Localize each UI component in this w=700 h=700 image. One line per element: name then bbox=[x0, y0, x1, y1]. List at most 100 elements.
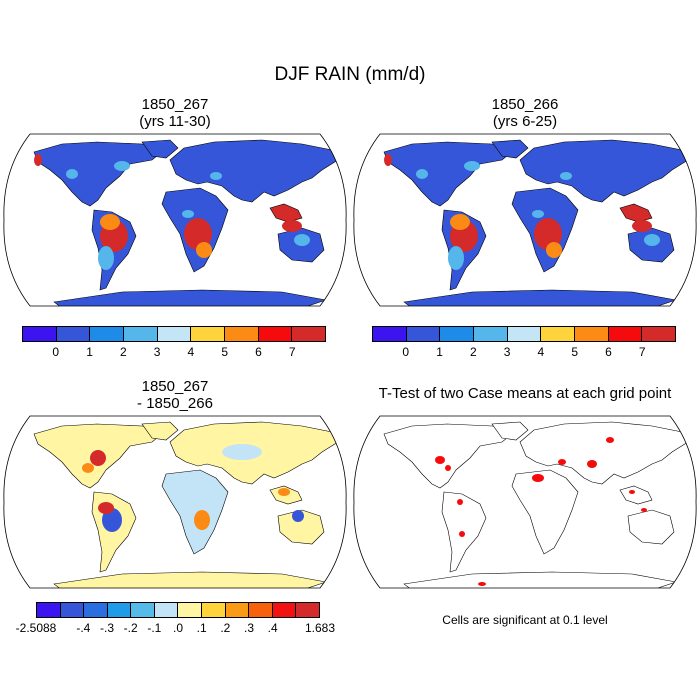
precip-region bbox=[184, 218, 212, 250]
colorbar-swatch bbox=[608, 327, 643, 341]
precip-region bbox=[98, 502, 114, 514]
precip-region bbox=[66, 169, 78, 179]
land-greenland bbox=[141, 139, 179, 159]
colorbar-tick-label: 1.683 bbox=[304, 621, 336, 635]
precip-region bbox=[534, 218, 562, 250]
precip-region bbox=[282, 220, 302, 232]
land-eurasia bbox=[519, 139, 689, 203]
precip-region bbox=[457, 499, 463, 505]
colorbar-swatch bbox=[292, 327, 326, 341]
colorbar-tick-label: 2 bbox=[119, 345, 127, 359]
colorbar-swatch bbox=[507, 327, 542, 341]
land-northAmerica bbox=[383, 423, 518, 489]
precip-region bbox=[210, 172, 222, 180]
precip-region bbox=[98, 246, 114, 270]
colorbar-rain-left-labels: 0 1 2 3 4 5 6 7 bbox=[22, 345, 326, 361]
colorbar-swatch bbox=[191, 327, 226, 341]
land-australia bbox=[627, 509, 675, 545]
panel-title-line1: 1850_267 bbox=[141, 378, 209, 395]
colorbar-swatch bbox=[107, 603, 132, 617]
colorbar-tick-label: .4 bbox=[267, 621, 278, 635]
colorbar-swatch bbox=[131, 603, 155, 617]
panel-title-line1: 1850_267 bbox=[141, 96, 209, 113]
precip-region bbox=[641, 508, 647, 512]
land-seAsia bbox=[619, 203, 653, 223]
land-africa bbox=[511, 469, 579, 555]
colorbar-tick-label: -.1 bbox=[147, 621, 162, 635]
colorbar-tick-label: 5 bbox=[571, 345, 578, 359]
colorbar-swatch bbox=[575, 327, 609, 341]
land-greenland bbox=[141, 421, 179, 441]
land-antarctica bbox=[403, 289, 677, 306]
colorbar-difference bbox=[36, 602, 320, 618]
precip-region bbox=[278, 488, 290, 496]
map-rain-1850-266 bbox=[353, 133, 697, 307]
panel-title-bottom-left: 1850_267 - 1850_266 bbox=[75, 378, 275, 412]
colorbar-tick-label: 4 bbox=[537, 345, 545, 359]
map-ttest-significance bbox=[353, 415, 697, 589]
precip-region bbox=[450, 214, 470, 230]
precip-region bbox=[82, 463, 94, 473]
colorbar-swatch bbox=[541, 327, 576, 341]
land-seAsia bbox=[619, 485, 653, 505]
main-title: DJF RAIN (mm/d) bbox=[274, 64, 426, 85]
precip-region bbox=[292, 510, 304, 522]
colorbar-rain-left bbox=[22, 326, 326, 342]
precip-region bbox=[464, 161, 480, 171]
colorbar-tick-label: -.3 bbox=[99, 621, 115, 635]
colorbar-swatch bbox=[474, 327, 508, 341]
colorbar-swatch bbox=[642, 327, 676, 341]
precip-region bbox=[445, 465, 451, 471]
colorbar-swatch bbox=[124, 327, 158, 341]
colorbar-tick-label: 7 bbox=[288, 345, 296, 359]
significance-note: Cells are significant at 0.1 level bbox=[442, 613, 608, 627]
colorbar-swatch bbox=[406, 327, 441, 341]
land-antarctica bbox=[403, 571, 677, 588]
colorbar-difference-labels: -2.5088 -.4 -.3 -.2 -.1 .0 .1 .2 .3 .4 1.683 bbox=[16, 621, 335, 637]
panel-title-top-right: 1850_266 (yrs 6-25) bbox=[425, 96, 625, 130]
panel-title-line2: - 1850_266 bbox=[137, 395, 213, 412]
colorbar-tick-label: 4 bbox=[187, 345, 195, 359]
precip-region bbox=[459, 531, 465, 537]
precip-region bbox=[448, 246, 464, 270]
colorbar-tick-label: 2 bbox=[469, 345, 477, 359]
map-frame bbox=[353, 133, 697, 307]
colorbar-swatch bbox=[225, 327, 259, 341]
land-africa bbox=[161, 469, 229, 555]
colorbar-swatch bbox=[56, 327, 91, 341]
precip-region bbox=[632, 220, 652, 232]
panel-title-line2: (yrs 11-30) bbox=[139, 113, 211, 130]
precip-region bbox=[184, 486, 204, 498]
precip-region bbox=[34, 154, 42, 166]
colorbar-swatch bbox=[440, 327, 475, 341]
land-greenland bbox=[491, 139, 529, 159]
colorbar-rain-right bbox=[372, 326, 676, 342]
precip-region bbox=[560, 172, 572, 180]
colorbar-swatch bbox=[258, 327, 293, 341]
colorbar-swatch bbox=[272, 603, 297, 617]
precip-region bbox=[587, 460, 597, 468]
colorbar-swatch bbox=[37, 603, 61, 617]
land-greenland bbox=[491, 421, 529, 441]
precip-region bbox=[102, 508, 122, 532]
colorbar-swatch bbox=[373, 327, 407, 341]
land-eurasia bbox=[519, 421, 689, 485]
colorbar-tick-label: -.2 bbox=[123, 621, 138, 635]
precip-region bbox=[478, 582, 486, 586]
map-frame bbox=[353, 415, 697, 589]
colorbar-tick-label: .0 bbox=[172, 621, 184, 635]
map-rain-1850-267 bbox=[3, 133, 347, 307]
colorbar-swatch bbox=[296, 603, 319, 617]
colorbar-tick-label: 0 bbox=[402, 345, 410, 359]
precip-region bbox=[644, 234, 660, 246]
colorbar-swatch bbox=[90, 327, 125, 341]
precip-region bbox=[416, 169, 428, 179]
colorbar-swatch bbox=[60, 603, 85, 617]
precip-region bbox=[90, 450, 106, 466]
precip-region bbox=[222, 444, 262, 460]
colorbar-tick-label: -2.5088 bbox=[15, 621, 57, 635]
precip-region bbox=[532, 474, 544, 482]
colorbar-tick-label: .2 bbox=[220, 621, 231, 635]
colorbar-tick-label: 7 bbox=[638, 345, 646, 359]
map-frame bbox=[3, 415, 347, 589]
